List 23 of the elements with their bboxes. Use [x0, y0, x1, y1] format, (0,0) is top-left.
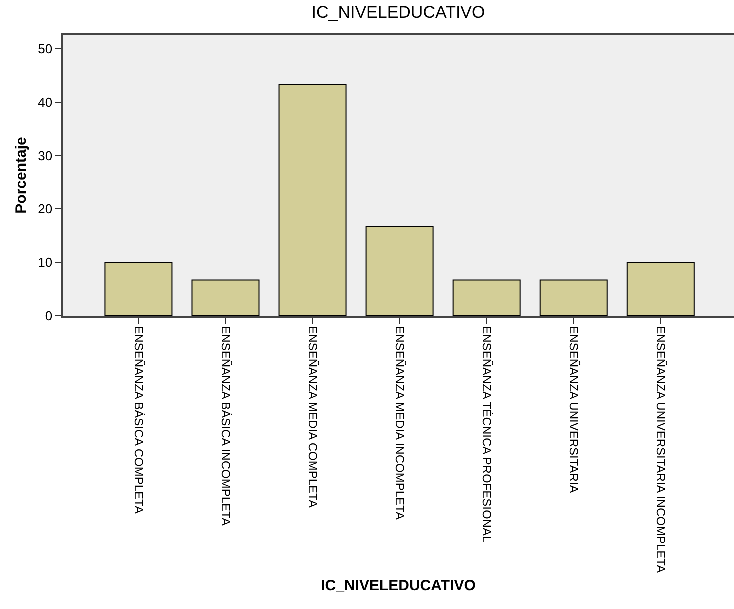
bar: [104, 262, 173, 316]
bar: [626, 262, 695, 316]
y-tick-label: 40: [38, 94, 53, 110]
chart-title: IC_NIVELEDUCATIVO: [312, 2, 486, 22]
y-tick-label: 0: [45, 308, 53, 324]
y-tick-label: 10: [38, 255, 53, 270]
y-tick-label: 50: [38, 41, 53, 56]
x-axis-title: IC_NIVELEDUCATIVO: [321, 578, 476, 595]
x-tick-label: ENSEÑANZA TÉCNICA PROFESIONAL: [480, 326, 494, 543]
x-tick-label: ENSEÑANZA UNIVERSITARIA INCOMPLETA: [654, 326, 668, 574]
x-tick-label: ENSEÑANZA UNIVERSITARIA: [566, 326, 581, 494]
bar: [540, 280, 608, 316]
bar: [452, 280, 521, 316]
x-tick-label: ENSEÑANZA MEDIA COMPLETA: [306, 326, 320, 508]
x-tick-label: ENSEÑANZA BÁSICA INCOMPLETA: [218, 326, 233, 526]
y-tick-label: 20: [38, 202, 53, 217]
bar: [192, 280, 260, 316]
x-tick-label: ENSEÑANZA MEDIA INCOMPLETA: [392, 326, 407, 520]
y-tick-label: 30: [38, 148, 53, 164]
bar: [278, 84, 347, 316]
bar: [366, 226, 434, 316]
y-axis-title: Porcentaje: [12, 137, 30, 214]
x-tick-label: ENSEÑANZA BÁSICA COMPLETA: [132, 326, 146, 514]
